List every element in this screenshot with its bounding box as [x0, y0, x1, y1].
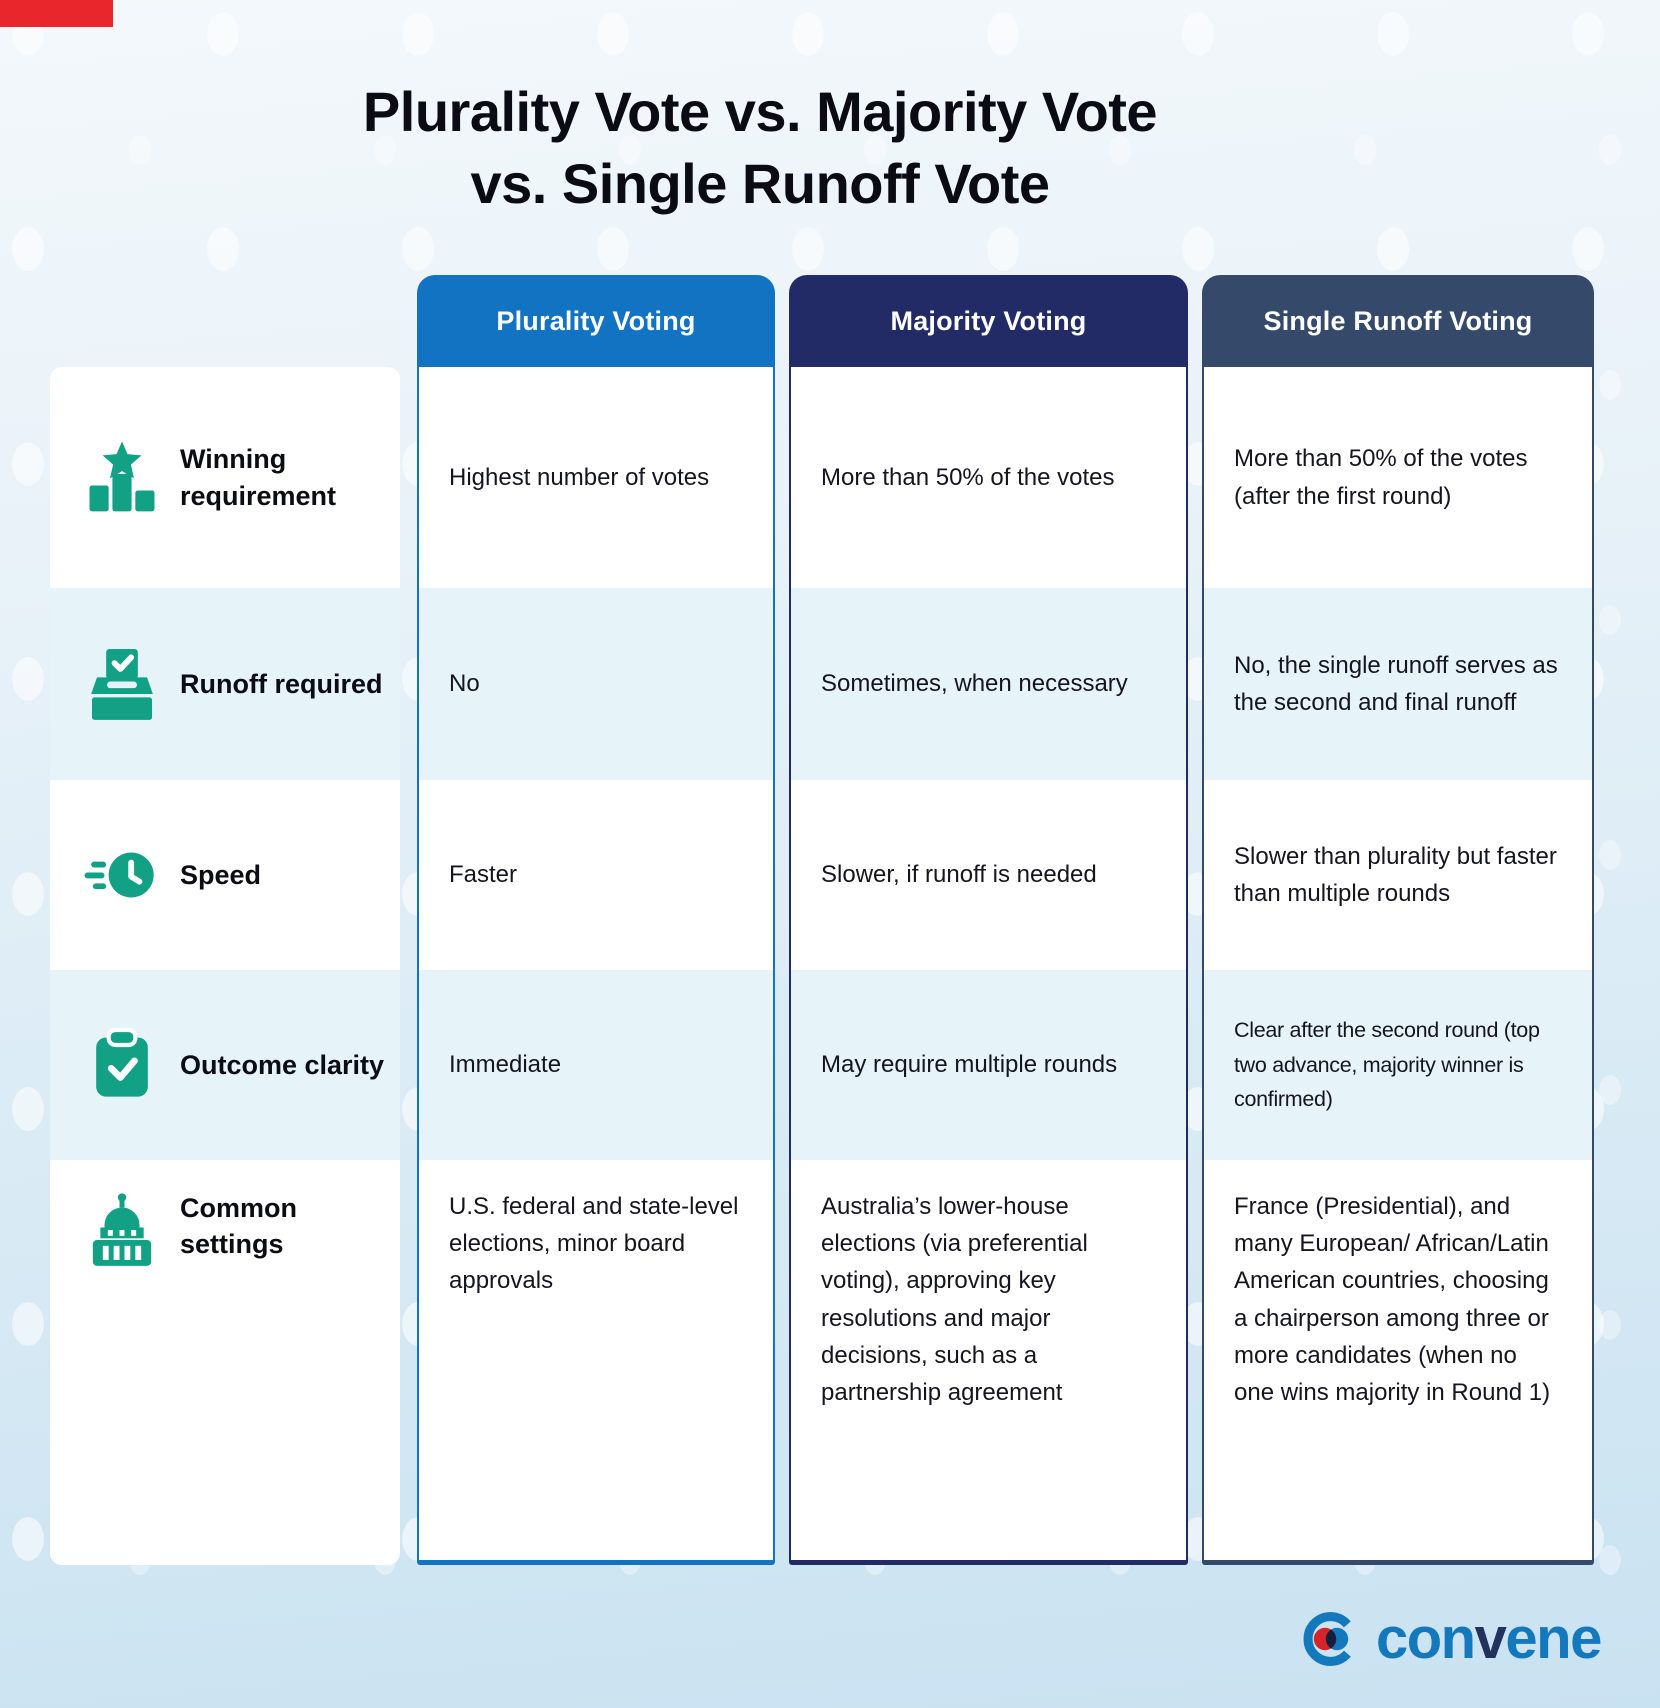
cell-text: U.S. federal and state-level elections, … [449, 1193, 739, 1295]
clipboard-check-icon [80, 1025, 164, 1105]
cell-runoff-single-runoff: No, the single runoff serves as the seco… [1204, 588, 1592, 780]
row-label-winning-requirement: Winning requirement [50, 367, 400, 588]
logo-text-accent: v [1474, 1606, 1507, 1671]
cell-winning-plurality: Highest number of votes [419, 367, 773, 588]
cell-text: Slower, if runoff is needed [821, 861, 1097, 889]
row-label-text: Speed [180, 859, 262, 890]
cell-text: Faster [449, 861, 518, 889]
cell-text: More than 50% of the votes [821, 463, 1115, 491]
fast-clock-icon [80, 835, 164, 915]
cell-text: France (Presidential), and many European… [1234, 1193, 1551, 1406]
cell-text: Slower than plurality but faster than mu… [1234, 842, 1557, 907]
column-header-majority: Majority Voting [789, 275, 1188, 367]
logo-text-part1: con [1376, 1606, 1476, 1671]
row-label-runoff-required: Runoff required [50, 588, 400, 780]
cell-runoff-plurality: No [419, 588, 773, 780]
cell-speed-majority: Slower, if runoff is needed [791, 780, 1186, 970]
cell-text: Highest number of votes [449, 463, 710, 491]
cell-clarity-plurality: Immediate [419, 970, 773, 1160]
cell-winning-majority: More than 50% of the votes [791, 367, 1186, 588]
row-label-common-settings: Common settings [50, 1160, 400, 1565]
column-plurality: Highest number of votes No Faster Immedi… [417, 367, 775, 1565]
capitol-icon [80, 1190, 164, 1270]
row-label-column: Winning requirement Runoff required [50, 367, 400, 1565]
column-header-single-runoff: Single Runoff Voting [1202, 275, 1594, 367]
cell-clarity-single-runoff: Clear after the second round (top two ad… [1204, 970, 1592, 1160]
cell-settings-single-runoff: France (Presidential), and many European… [1204, 1160, 1592, 1560]
cell-text: Immediate [449, 1051, 562, 1079]
column-header-label: Single Runoff Voting [1263, 305, 1533, 336]
page-title-line1: Plurality Vote vs. Majority Vote [362, 80, 1158, 143]
row-label-text: Outcome clarity [180, 1049, 385, 1080]
cell-text: Australia’s lower-house elections (via p… [821, 1193, 1088, 1406]
cell-speed-plurality: Faster [419, 780, 773, 970]
row-label-text: Winning requirement [180, 444, 337, 511]
cell-runoff-majority: Sometimes, when necessary [791, 588, 1186, 780]
row-label-speed: Speed [50, 780, 400, 970]
cell-text: Sometimes, when necessary [821, 670, 1128, 698]
cell-settings-majority: Australia’s lower-house elections (via p… [791, 1160, 1186, 1560]
ballot-box-icon [80, 644, 164, 724]
cell-clarity-majority: May require multiple rounds [791, 970, 1186, 1160]
column-header-plurality: Plurality Voting [417, 275, 775, 367]
cell-text: No [449, 670, 480, 698]
cell-winning-single-runoff: More than 50% of the votes (after the fi… [1204, 367, 1592, 588]
cell-speed-single-runoff: Slower than plurality but faster than mu… [1204, 780, 1592, 970]
cell-text: No, the single runoff serves as the seco… [1234, 651, 1558, 716]
convene-logo-icon [1300, 1608, 1362, 1670]
cell-settings-plurality: U.S. federal and state-level elections, … [419, 1160, 773, 1560]
red-accent-bar [0, 0, 113, 27]
row-label-text: Runoff required [180, 668, 383, 699]
convene-logo: convene [1300, 1608, 1602, 1670]
cell-text: Clear after the second round (top two ad… [1234, 1017, 1540, 1112]
row-label-outcome-clarity: Outcome clarity [50, 970, 400, 1160]
column-header-label: Plurality Voting [496, 305, 696, 336]
column-majority: More than 50% of the votes Sometimes, wh… [789, 367, 1188, 1565]
row-label-text: Common settings [180, 1193, 297, 1260]
column-single-runoff: More than 50% of the votes (after the fi… [1202, 367, 1594, 1565]
logo-text: convene [1376, 1610, 1602, 1668]
logo-text-part2: ene [1505, 1606, 1602, 1671]
page-title: Plurality Vote vs. Majority Vote vs. Sin… [0, 76, 1520, 219]
cell-text: More than 50% of the votes (after the fi… [1234, 445, 1528, 510]
column-header-label: Majority Voting [890, 305, 1087, 336]
page-title-line2: vs. Single Runoff Vote [470, 151, 1050, 215]
podium-star-icon [80, 438, 164, 518]
cell-text: May require multiple rounds [821, 1051, 1118, 1079]
